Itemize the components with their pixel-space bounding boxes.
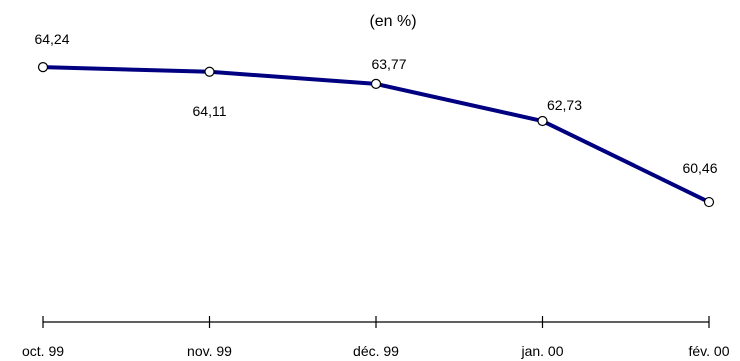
data-label: 64,11	[193, 103, 227, 119]
x-tick-label: nov. 99	[187, 343, 232, 359]
data-point	[204, 66, 215, 77]
x-tick-label: oct. 99	[22, 343, 64, 359]
data-point	[537, 115, 548, 127]
x-tick-label: déc. 99	[353, 343, 399, 359]
unit-label: (en %)	[369, 13, 416, 30]
data-point	[703, 196, 715, 208]
x-axis: oct. 99 nov. 99 déc. 99 jan. 00 fév. 00	[22, 316, 730, 359]
data-label: 60,46	[682, 160, 717, 176]
data-label: 64,24	[34, 31, 69, 47]
data-points	[37, 62, 715, 208]
x-tick-label: jan. 00	[520, 343, 563, 359]
data-label: 62,73	[547, 97, 582, 113]
data-point	[370, 78, 382, 90]
data-point	[37, 62, 49, 73]
data-label: 63,77	[371, 56, 406, 72]
data-labels: 64,24 64,11 63,77 62,73 60,46	[34, 31, 717, 176]
x-tick-label: fév. 00	[689, 343, 730, 359]
